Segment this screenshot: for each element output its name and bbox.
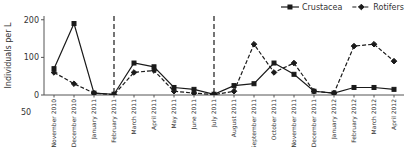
y-tick: [41, 57, 44, 58]
x-tick: [254, 95, 255, 98]
x-tick-label: May 2011: [170, 99, 178, 129]
x-tick: [94, 95, 95, 98]
point: [292, 72, 296, 76]
x-tick: [134, 95, 135, 98]
x-tick-label: March 2011: [130, 99, 137, 135]
y-tick-label: 0: [34, 91, 39, 100]
x-tick-label: December 2011: [310, 99, 317, 147]
x-tick-label: July 2011: [210, 99, 218, 128]
point: [211, 92, 217, 95]
x-tick-label: November 2010: [50, 99, 57, 147]
x-tick: [274, 95, 275, 98]
point: [352, 85, 356, 89]
point: [252, 82, 256, 86]
point: [92, 91, 96, 95]
point: [111, 92, 117, 95]
x-tick: [74, 95, 75, 98]
x-tick-label: March 2012: [370, 99, 377, 135]
point: [171, 88, 177, 94]
y-axis: [44, 16, 45, 95]
point: [392, 87, 396, 91]
series-line: [54, 44, 394, 94]
x-tick-label: April 2011: [150, 99, 158, 130]
x-tick-label: February 2011: [110, 99, 118, 143]
point: [232, 84, 236, 88]
x-tick: [174, 95, 175, 98]
point: [291, 60, 297, 66]
reference-line: [113, 16, 114, 95]
x-tick: [234, 95, 235, 98]
x-tick: [214, 95, 215, 98]
point: [391, 58, 397, 64]
x-tick-label: October 2011: [270, 99, 277, 140]
series-line: [54, 24, 394, 95]
plot-area: [51, 16, 397, 95]
y-axis-label: Individuals per L: [4, 22, 13, 89]
legend-marker: [359, 4, 365, 10]
x-tick: [374, 95, 375, 98]
x-axis: [44, 95, 404, 96]
point: [151, 68, 157, 74]
y-tick: [41, 19, 44, 20]
point: [372, 85, 376, 89]
point: [91, 90, 97, 95]
point: [71, 81, 77, 87]
x-tick-label: January 2012: [330, 99, 338, 140]
point: [132, 61, 136, 65]
x-tick-label: September 2011: [250, 99, 258, 147]
legend-item: Crustacea: [281, 3, 342, 12]
legend-label: Crustacea: [302, 3, 342, 12]
x-tick: [314, 95, 315, 98]
y-tick-label: 200: [24, 16, 39, 25]
legend-item: Rotifers: [352, 3, 404, 12]
x-tick-label: January 2011: [90, 99, 98, 140]
y-tick-label: 100: [24, 53, 39, 62]
point: [332, 91, 336, 95]
x-tick-label: December 2010: [70, 99, 77, 147]
x-tick-label: August 2011: [230, 99, 238, 137]
x-tick: [334, 95, 335, 98]
legend-marker: [288, 5, 292, 9]
point: [51, 70, 57, 76]
y-tick: [41, 95, 44, 96]
chart: 0 100 200 November 2010 December 2010 January…: [0, 0, 412, 147]
x-tick-label: November 2011: [290, 99, 297, 147]
point: [131, 70, 137, 76]
annotation: 50: [21, 108, 31, 117]
x-tick-label: February 2012: [350, 99, 358, 143]
point: [231, 88, 237, 94]
x-tick-label: April 2012: [390, 99, 398, 130]
x-tick: [394, 95, 395, 98]
point: [272, 61, 276, 65]
point: [72, 22, 76, 26]
point: [311, 88, 317, 94]
point: [191, 90, 197, 95]
point: [331, 90, 337, 95]
x-tick: [114, 95, 115, 98]
point: [312, 89, 316, 93]
x-tick: [154, 95, 155, 98]
point: [371, 41, 377, 47]
legend: Crustacea Rotifers: [281, 3, 404, 12]
x-tick: [294, 95, 295, 98]
x-tick: [194, 95, 195, 98]
point: [251, 41, 257, 47]
point: [351, 43, 357, 49]
legend-label: Rotifers: [373, 3, 404, 12]
x-tick: [354, 95, 355, 98]
x-tick: [54, 95, 55, 98]
reference-line: [213, 16, 214, 95]
point: [271, 70, 277, 76]
x-tick-label: June 2011: [190, 99, 198, 130]
